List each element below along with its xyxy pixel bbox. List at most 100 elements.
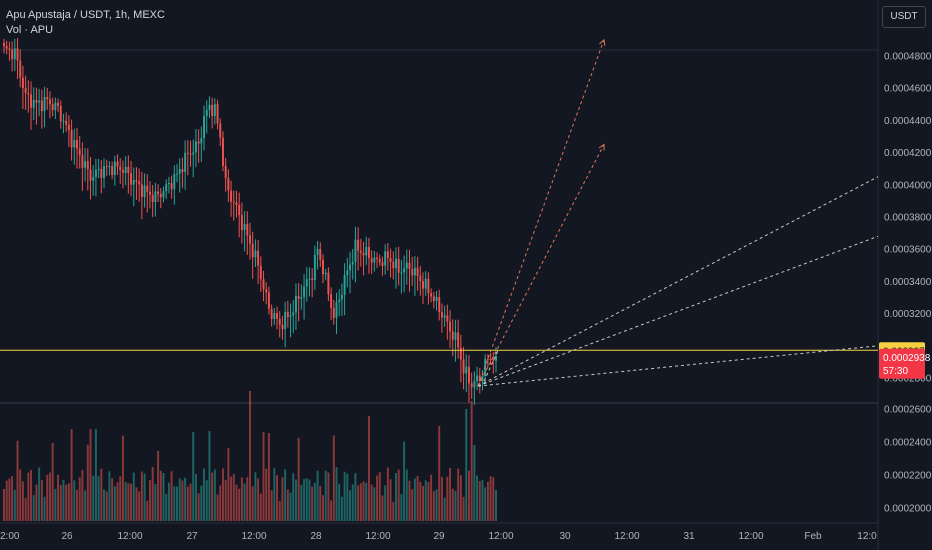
currency-button[interactable]: USDT <box>882 6 926 28</box>
volume-bar <box>454 490 457 521</box>
candle-body <box>119 166 122 171</box>
volume-bar <box>465 409 468 521</box>
candle-body <box>151 194 154 203</box>
candle-body <box>367 246 370 259</box>
candle-body <box>159 194 162 198</box>
volume-bar <box>89 429 92 521</box>
candle-body <box>259 265 262 280</box>
volume-bar <box>57 474 60 521</box>
volume-bar <box>343 471 346 521</box>
candle-body <box>481 376 484 382</box>
volume-bar <box>335 467 338 521</box>
candle-body <box>276 313 279 319</box>
volume-bar <box>203 468 206 521</box>
volume-bar <box>140 471 143 521</box>
volume-bar <box>192 431 195 521</box>
volume-bar <box>119 476 122 521</box>
volume-bar <box>451 488 454 521</box>
candle-body <box>3 42 5 47</box>
candle-body <box>395 258 397 269</box>
candle-body <box>162 191 165 198</box>
volume-bar <box>435 489 438 521</box>
candle-body <box>476 375 479 382</box>
x-tick-label: 31 <box>683 531 695 542</box>
candle-body <box>411 269 414 276</box>
candle-body <box>111 166 114 176</box>
volume-indicator-label: Vol · APU <box>6 24 54 36</box>
volume-bar <box>67 483 70 521</box>
volume-bar <box>194 473 197 521</box>
volume-bar <box>124 482 127 521</box>
volume-bar <box>81 469 84 521</box>
volume-bar <box>292 473 295 521</box>
volume-bar <box>492 477 495 521</box>
candle-body <box>408 262 411 270</box>
candle-body <box>332 307 335 318</box>
candle-body <box>489 359 492 361</box>
volume-bar <box>54 488 57 521</box>
candle-body <box>330 294 333 308</box>
y-tick-label: 0.0003400 <box>884 277 932 288</box>
candle-body <box>8 48 11 50</box>
candle-body <box>440 311 443 318</box>
countdown-timer: 57:30 <box>883 366 908 377</box>
volume-bar <box>176 486 178 521</box>
candle-body <box>65 120 68 125</box>
candle-body <box>438 297 441 312</box>
candle-body <box>97 169 100 171</box>
volume-bar <box>105 491 108 521</box>
candle-body <box>289 315 292 317</box>
candle-body <box>413 267 416 276</box>
volume-bar <box>262 431 265 521</box>
volume-bar <box>408 480 411 521</box>
candle-body <box>430 293 433 297</box>
volume-bar <box>62 480 65 521</box>
volume-bar <box>281 477 284 521</box>
projection-line[interactable] <box>477 235 879 387</box>
volume-bar <box>227 447 230 521</box>
candle-body <box>40 100 43 111</box>
candle-body <box>305 279 308 287</box>
candle-body <box>400 272 403 274</box>
symbol-title: Apu Apustaja / USDT, 1h, MEXC <box>6 9 165 21</box>
volume-bar <box>308 479 311 521</box>
projection-line[interactable] <box>477 176 879 387</box>
volume-bar <box>19 469 22 521</box>
volume-bar <box>373 487 376 521</box>
volume-bar <box>392 501 395 521</box>
volume-bar <box>138 491 141 521</box>
volume-bar <box>389 479 392 521</box>
candle-body <box>313 254 316 281</box>
candle-body <box>416 267 419 276</box>
volume-bar <box>5 480 8 521</box>
volume-bar <box>43 496 46 521</box>
candle-body <box>230 190 233 202</box>
candle-body <box>346 270 349 276</box>
volume-bar <box>238 488 241 521</box>
candle-body <box>251 243 254 258</box>
candle-body <box>354 239 357 262</box>
current-price-tag[interactable] <box>879 348 925 379</box>
volume-bar <box>170 471 173 521</box>
y-tick-label: 0.0004200 <box>884 148 932 159</box>
candle-body <box>11 49 14 60</box>
legend: Apu Apustaja / USDT, 1h, MEXC Vol · APU <box>6 8 165 38</box>
volume-bar <box>94 429 97 521</box>
candle-body <box>478 375 481 382</box>
projection-line[interactable] <box>477 39 605 387</box>
volume-bar <box>467 470 470 521</box>
y-tick-label: 0.0002200 <box>884 471 932 482</box>
volume-bar <box>470 401 473 521</box>
candle-body <box>124 166 127 173</box>
volume-bar <box>395 472 397 521</box>
candle-body <box>419 275 422 282</box>
x-tick-label: 12:00 <box>241 531 266 542</box>
candle-body <box>173 173 176 190</box>
projection-line[interactable] <box>477 345 879 387</box>
volume-bar <box>376 475 379 521</box>
candle-body <box>286 311 289 317</box>
volume-bar <box>270 490 273 521</box>
candle-body <box>405 262 408 269</box>
volume-bar <box>249 391 251 521</box>
